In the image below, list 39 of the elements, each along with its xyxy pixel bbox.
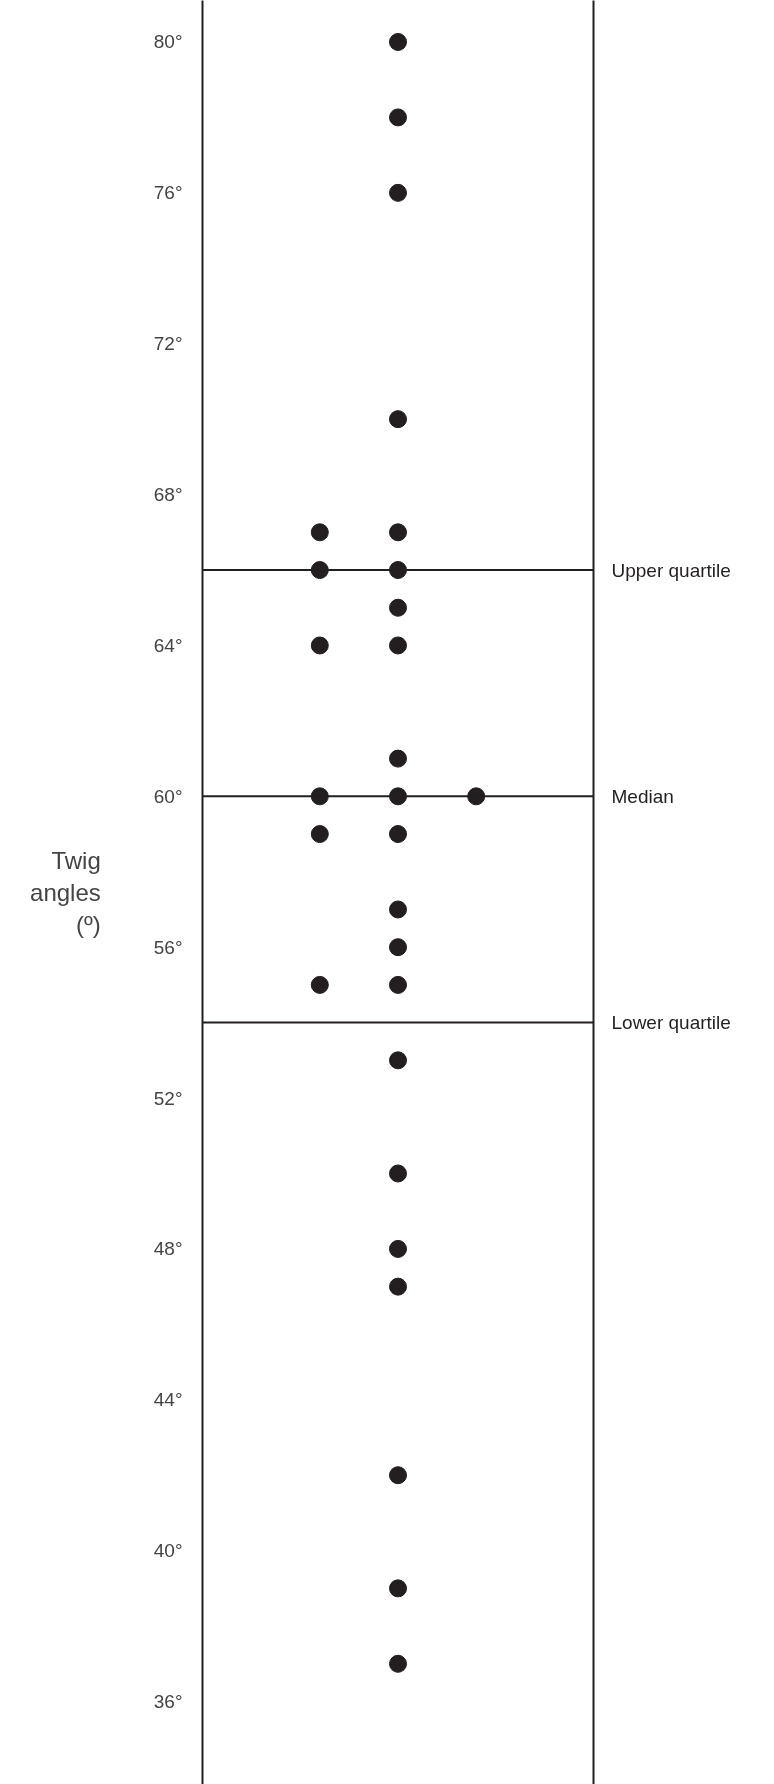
point (389, 33, 407, 51)
point (389, 1466, 407, 1485)
point (310, 975, 329, 994)
point (389, 900, 407, 919)
y-tick-label: 64° (153, 634, 183, 656)
point (389, 636, 407, 655)
point (389, 1164, 407, 1183)
point (389, 183, 407, 202)
y-tick-label: 40° (153, 1540, 183, 1562)
point (389, 938, 407, 957)
ref-line-label: Lower quartile (611, 1012, 731, 1034)
point (389, 598, 407, 617)
y-tick-label: 52° (153, 1087, 183, 1109)
point (389, 523, 407, 542)
point (310, 523, 329, 542)
y-axis-title: Twig angles (º) (30, 846, 101, 939)
point (389, 1051, 407, 1070)
y-tick-label: 80° (153, 31, 183, 53)
y-tick-label: 72° (153, 333, 183, 355)
y-tick-label: 60° (153, 785, 183, 807)
point (310, 825, 329, 844)
y-tick-label: 76° (153, 182, 183, 204)
point (389, 1239, 407, 1258)
y-tick-label: 48° (153, 1238, 183, 1260)
ref-line-label: Median (611, 785, 674, 807)
point (389, 1579, 407, 1598)
point (389, 749, 407, 768)
y-tick-label: 56° (153, 936, 183, 958)
point (389, 108, 407, 127)
point (389, 975, 407, 994)
ref-line-label: Upper quartile (611, 559, 731, 581)
y-tick-label: 68° (153, 484, 183, 506)
point (389, 825, 407, 844)
point (389, 1277, 407, 1296)
y-tick-label: 36° (153, 1691, 183, 1713)
y-tick-label: 44° (153, 1389, 183, 1411)
point (389, 1654, 407, 1673)
point (310, 636, 329, 655)
point (389, 410, 407, 429)
